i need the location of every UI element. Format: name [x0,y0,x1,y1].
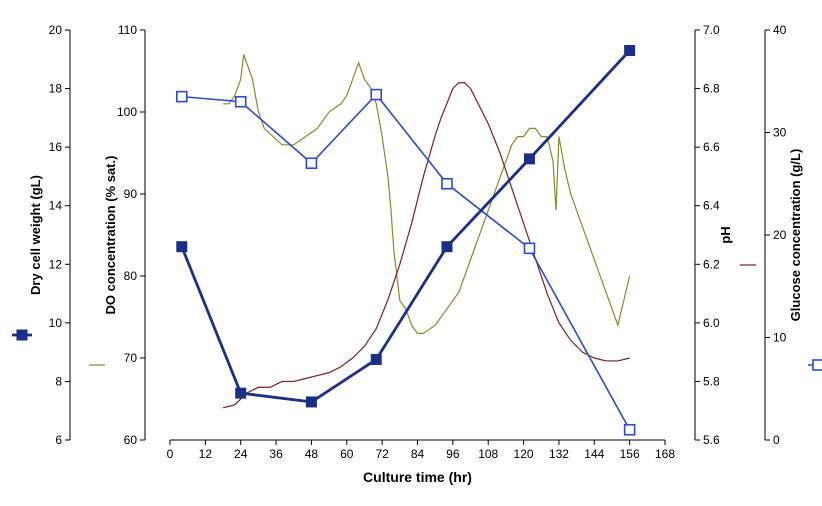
dry-cell-tick: 20 [49,23,63,37]
dry-cell-marker [177,242,187,252]
x-tick-label: 168 [655,447,675,461]
dry-cell-tick: 14 [49,199,63,213]
glucose-tick: 0 [773,433,780,447]
ph-tick: 5.6 [703,433,720,447]
dry-cell-marker [306,397,316,407]
multi-axis-chart: 01224364860728496108120132144156168Cultu… [0,0,822,506]
dry-cell-tick: 8 [55,374,62,388]
glucose-marker [371,90,381,100]
x-tick-label: 24 [234,447,248,461]
dry-cell-series-line [182,51,630,402]
do-tick: 110 [118,23,137,37]
do-axis-title: DO concentration (% sat.) [103,156,118,315]
dry-cell-tick: 12 [49,257,63,271]
glucose-marker [306,158,316,168]
ph-tick: 6.8 [703,82,720,96]
ph-tick: 6.0 [703,316,720,330]
glucose-marker [442,179,452,189]
glucose-tick: 10 [773,331,787,345]
ph-tick: 7.0 [703,23,720,37]
x-tick-label: 12 [199,447,213,461]
dry-cell-tick: 16 [49,140,63,154]
x-tick-label: 144 [584,447,604,461]
dry-cell-axis-title: Dry cell weight (gL) [28,175,43,295]
x-tick-label: 36 [269,447,283,461]
dry-cell-tick: 6 [55,433,62,447]
dry-cell-marker [524,154,534,164]
x-tick-label: 96 [446,447,460,461]
x-tick-label: 0 [167,447,174,461]
ph-tick: 5.8 [703,374,720,388]
do-tick: 80 [124,269,138,283]
glucose-tick: 30 [773,126,787,140]
x-axis-title: Culture time (hr) [363,469,472,485]
glucose-tick: 20 [773,228,787,242]
x-tick-label: 108 [478,447,498,461]
x-tick-label: 48 [305,447,319,461]
ph-tick: 6.6 [703,140,720,154]
chart-container: 01224364860728496108120132144156168Cultu… [0,0,822,506]
do-tick: 90 [124,187,138,201]
glucose-marker [524,243,534,253]
dry-cell-marker [625,46,635,56]
dry-cell-marker [371,354,381,364]
glucose-marker [236,97,246,107]
glucose-marker [625,425,635,435]
glucose-legend-marker [813,360,822,370]
x-tick-label: 60 [340,447,354,461]
x-tick-label: 84 [411,447,425,461]
dry-cell-tick: 10 [49,316,63,330]
x-tick-label: 156 [620,447,640,461]
do-tick: 60 [124,433,138,447]
ph-axis-title: pH [718,226,733,243]
glucose-axis-title: Glucose concentration (g/L) [788,149,803,322]
x-tick-label: 72 [375,447,389,461]
dry-cell-marker [442,242,452,252]
dry-cell-marker [236,388,246,398]
ph-tick: 6.4 [703,199,720,213]
glucose-tick: 40 [773,23,787,37]
do-tick: 70 [124,351,138,365]
glucose-series-line [182,95,630,430]
ph-series-line [223,83,630,408]
dry-cell-tick: 18 [49,82,63,96]
do-series-line [223,55,630,334]
do-tick: 100 [117,105,137,119]
x-tick-label: 120 [514,447,534,461]
x-tick-label: 132 [549,447,569,461]
glucose-marker [177,92,187,102]
ph-tick: 6.2 [703,257,720,271]
